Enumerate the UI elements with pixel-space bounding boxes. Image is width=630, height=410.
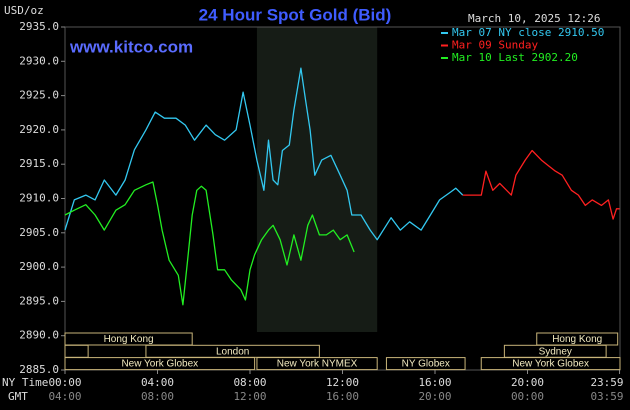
legend-label: Mar 09 Sunday: [452, 39, 538, 52]
gmt-tick-label: 04:00: [48, 390, 81, 403]
session-label: London: [216, 346, 249, 357]
gmt-tick-label: 08:00: [141, 390, 174, 403]
gmt-tick-label: 20:00: [418, 390, 451, 403]
gmt-tick-label: 00:00: [511, 390, 544, 403]
y-tick-label: 2915.0: [19, 157, 59, 170]
session-label: NY Globex: [402, 359, 450, 370]
x-tick-label: 00:00: [48, 376, 81, 389]
gmt-tick-label: 03:59: [590, 390, 623, 403]
x-tick-label: 16:00: [418, 376, 451, 389]
session-label: New York NYMEX: [277, 359, 358, 370]
session-box: [385, 357, 466, 371]
y-tick-label: 2885.0: [19, 363, 59, 376]
session-label: Hong Kong: [552, 334, 602, 345]
y-tick-label: 2890.0: [19, 329, 59, 342]
x-tick-label: 08:00: [233, 376, 266, 389]
session-label: Sydney: [539, 346, 572, 357]
y-tick-label: 2935.0: [19, 20, 59, 33]
x-row-label: GMT: [8, 390, 28, 403]
x-tick-label: 12:00: [326, 376, 359, 389]
y-tick-label: 2900.0: [19, 260, 59, 273]
y-unit: USD/oz: [4, 4, 44, 17]
price-line: [462, 149, 620, 220]
y-tick-label: 2925.0: [19, 89, 59, 102]
session-box: [64, 357, 256, 371]
y-tick-label: 2905.0: [19, 226, 59, 239]
session-label: Hong Kong: [104, 334, 154, 345]
y-tick-label: 2930.0: [19, 54, 59, 67]
x-row-label: NY Time: [2, 376, 48, 389]
y-tick-label: 2895.0: [19, 294, 59, 307]
session-box: [64, 344, 89, 358]
session-box: [256, 357, 378, 371]
chart-title: 24 Hour Spot Gold (Bid): [199, 5, 392, 24]
session-label: New York Globex: [512, 359, 589, 370]
y-tick-label: 2920.0: [19, 123, 59, 136]
session-box: [480, 357, 621, 371]
session-label: New York Globex: [121, 359, 198, 370]
session-box: [64, 332, 193, 346]
price-line: [64, 67, 464, 241]
legend-label: Mar 07 NY close 2910.50: [452, 26, 604, 39]
y-tick-label: 2910.0: [19, 192, 59, 205]
gmt-tick-label: 12:00: [233, 390, 266, 403]
watermark: www.kitco.com: [69, 37, 193, 56]
x-tick-label: 04:00: [141, 376, 174, 389]
x-tick-label: 20:00: [511, 376, 544, 389]
gmt-tick-label: 16:00: [326, 390, 359, 403]
timestamp: March 10, 2025 12:26: [468, 12, 600, 25]
legend-label: Mar 10 Last 2902.20: [452, 51, 578, 64]
session-shade: [256, 27, 378, 332]
price-line: [64, 181, 355, 306]
x-tick-label: 23:59: [590, 376, 623, 389]
